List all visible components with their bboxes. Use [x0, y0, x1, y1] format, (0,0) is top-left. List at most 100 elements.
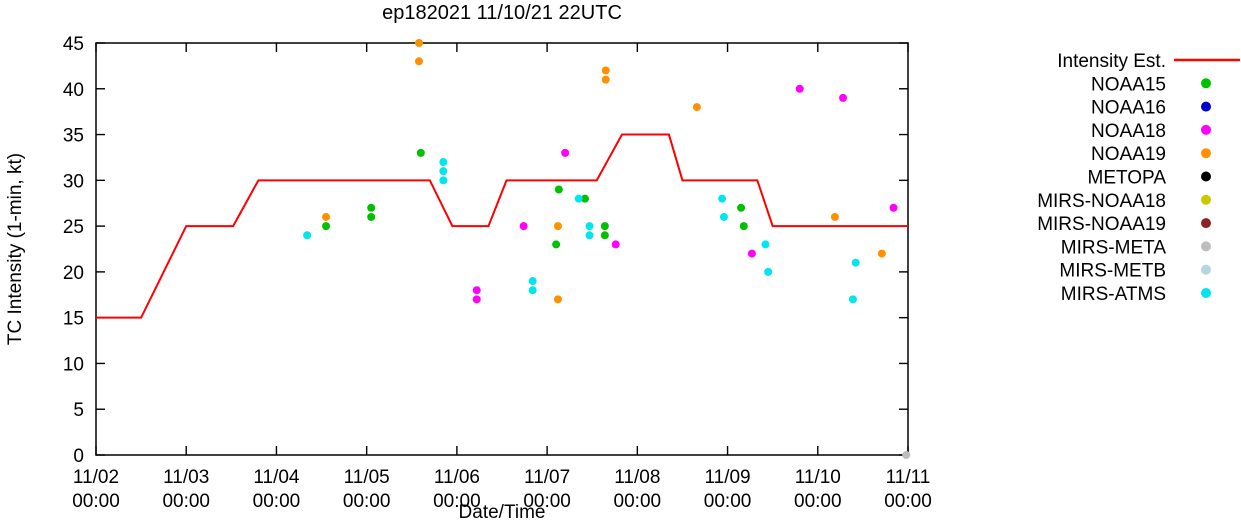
legend-marker-noaa16 [1201, 101, 1211, 112]
x-tick-label-time: 00:00 [72, 491, 120, 512]
point-mirs-atms [719, 212, 728, 221]
point-mirs-meta [902, 451, 911, 459]
x-tick-label-time: 00:00 [162, 491, 210, 512]
x-tick-label-date: 11/09 [704, 467, 750, 488]
point-mirs-atms [718, 194, 727, 203]
point-mirs-atms [848, 295, 857, 304]
point-mirs-atms [761, 240, 770, 249]
x-tick-label-date: 11/08 [614, 467, 660, 488]
x-tick-label-date: 11/04 [253, 467, 300, 488]
point-noaa18 [519, 222, 528, 231]
point-noaa15 [416, 148, 425, 157]
point-noaa18 [795, 84, 804, 93]
y-tick-label: 35 [63, 126, 84, 147]
point-noaa19 [414, 39, 423, 47]
legend-marker-metopa [1201, 171, 1211, 182]
point-noaa18 [611, 240, 620, 249]
y-tick-label: 20 [63, 263, 84, 284]
point-mirs-atms [585, 231, 594, 240]
y-tick-label: 10 [63, 354, 84, 375]
point-mirs-atms [528, 286, 537, 295]
point-noaa15 [581, 194, 590, 203]
y-tick-label: 45 [63, 34, 84, 55]
x-tick-label-date: 11/10 [795, 467, 841, 488]
x-tick-label-time: 00:00 [523, 491, 571, 512]
legend-marker-mirs-meta [1201, 241, 1211, 252]
x-tick-label-time: 00:00 [704, 491, 752, 512]
point-noaa15 [552, 240, 561, 249]
y-axis-label: TC Intensity (1-min, kt) [5, 152, 26, 346]
point-noaa19 [692, 103, 701, 112]
legend-marker-noaa19 [1201, 148, 1211, 159]
y-tick-label: 25 [63, 217, 84, 238]
y-tick-label: 30 [63, 171, 84, 192]
x-tick-label-time: 00:00 [343, 491, 391, 512]
legend-label-mirs-noaa19: MIRS-NOAA19 [1037, 214, 1166, 235]
x-tick-label-date: 11/02 [73, 467, 119, 488]
x-tick-label-date: 11/05 [344, 467, 390, 488]
point-noaa18 [472, 286, 481, 295]
point-mirs-atms [439, 158, 448, 167]
point-noaa18 [472, 295, 481, 304]
legend-label-noaa15: NOAA15 [1091, 74, 1166, 95]
point-noaa19 [601, 66, 610, 75]
point-noaa19 [553, 295, 562, 304]
legend-label-intensity-est-: Intensity Est. [1057, 51, 1166, 72]
legend-label-mirs-atms: MIRS-ATMS [1061, 284, 1166, 305]
legend-marker-mirs-atms [1201, 288, 1211, 298]
point-mirs-atms [764, 267, 773, 276]
point-noaa19 [601, 75, 610, 84]
intensity-est-line [96, 133, 908, 319]
point-mirs-atms [303, 231, 312, 240]
point-noaa18 [889, 203, 898, 212]
legend-label-noaa16: NOAA16 [1091, 98, 1166, 119]
legend-marker-mirs-noaa18 [1201, 194, 1211, 205]
point-mirs-atms [574, 194, 583, 203]
legend-label-noaa19: NOAA19 [1091, 144, 1166, 165]
x-tick-label-date: 11/07 [524, 467, 570, 488]
x-tick-label-time: 00:00 [433, 491, 481, 512]
point-noaa19 [414, 57, 423, 66]
point-noaa19 [322, 212, 331, 221]
point-noaa15 [554, 185, 563, 194]
x-tick-label-time: 00:00 [884, 491, 932, 512]
x-tick-label-time: 00:00 [794, 491, 842, 512]
point-noaa15 [600, 222, 609, 231]
chart-title: ep182021 11/10/21 22UTC [382, 2, 622, 24]
point-noaa19 [830, 212, 839, 221]
x-tick-label-time: 00:00 [614, 491, 662, 512]
point-noaa19 [877, 249, 886, 258]
legend-label-noaa18: NOAA18 [1091, 121, 1166, 142]
point-noaa15 [739, 222, 748, 231]
point-noaa18 [839, 93, 848, 102]
plot-border [95, 42, 909, 456]
y-tick-label: 5 [73, 400, 84, 421]
x-axis-label: Date/Time [458, 502, 546, 523]
point-mirs-atms [439, 176, 448, 185]
point-mirs-atms [851, 258, 860, 267]
x-tick-label-date: 11/11 [886, 467, 931, 488]
point-noaa15 [367, 203, 376, 212]
legend-marker-noaa18 [1201, 124, 1211, 135]
point-mirs-atms [439, 167, 448, 176]
x-tick-label-date: 11/03 [163, 467, 209, 488]
x-tick-label-date: 11/06 [434, 467, 480, 488]
legend-marker-mirs-metb [1201, 264, 1211, 275]
legend-label-metopa: METOPA [1088, 168, 1167, 189]
x-tick-label-time: 00:00 [253, 491, 301, 512]
legend-label-mirs-noaa18: MIRS-NOAA18 [1037, 191, 1166, 212]
point-noaa18 [561, 148, 570, 157]
legend-marker-noaa15 [1201, 78, 1211, 89]
point-noaa15 [367, 212, 376, 221]
y-tick-label: 15 [63, 309, 84, 330]
point-mirs-atms [585, 222, 594, 231]
point-noaa19 [553, 222, 562, 231]
point-noaa15 [737, 203, 746, 212]
point-noaa18 [747, 249, 756, 258]
point-noaa15 [600, 231, 609, 240]
legend-marker-mirs-noaa19 [1201, 218, 1211, 229]
legend-label-mirs-metb: MIRS-METB [1059, 261, 1166, 282]
legend-label-mirs-meta: MIRS-META [1061, 237, 1167, 258]
